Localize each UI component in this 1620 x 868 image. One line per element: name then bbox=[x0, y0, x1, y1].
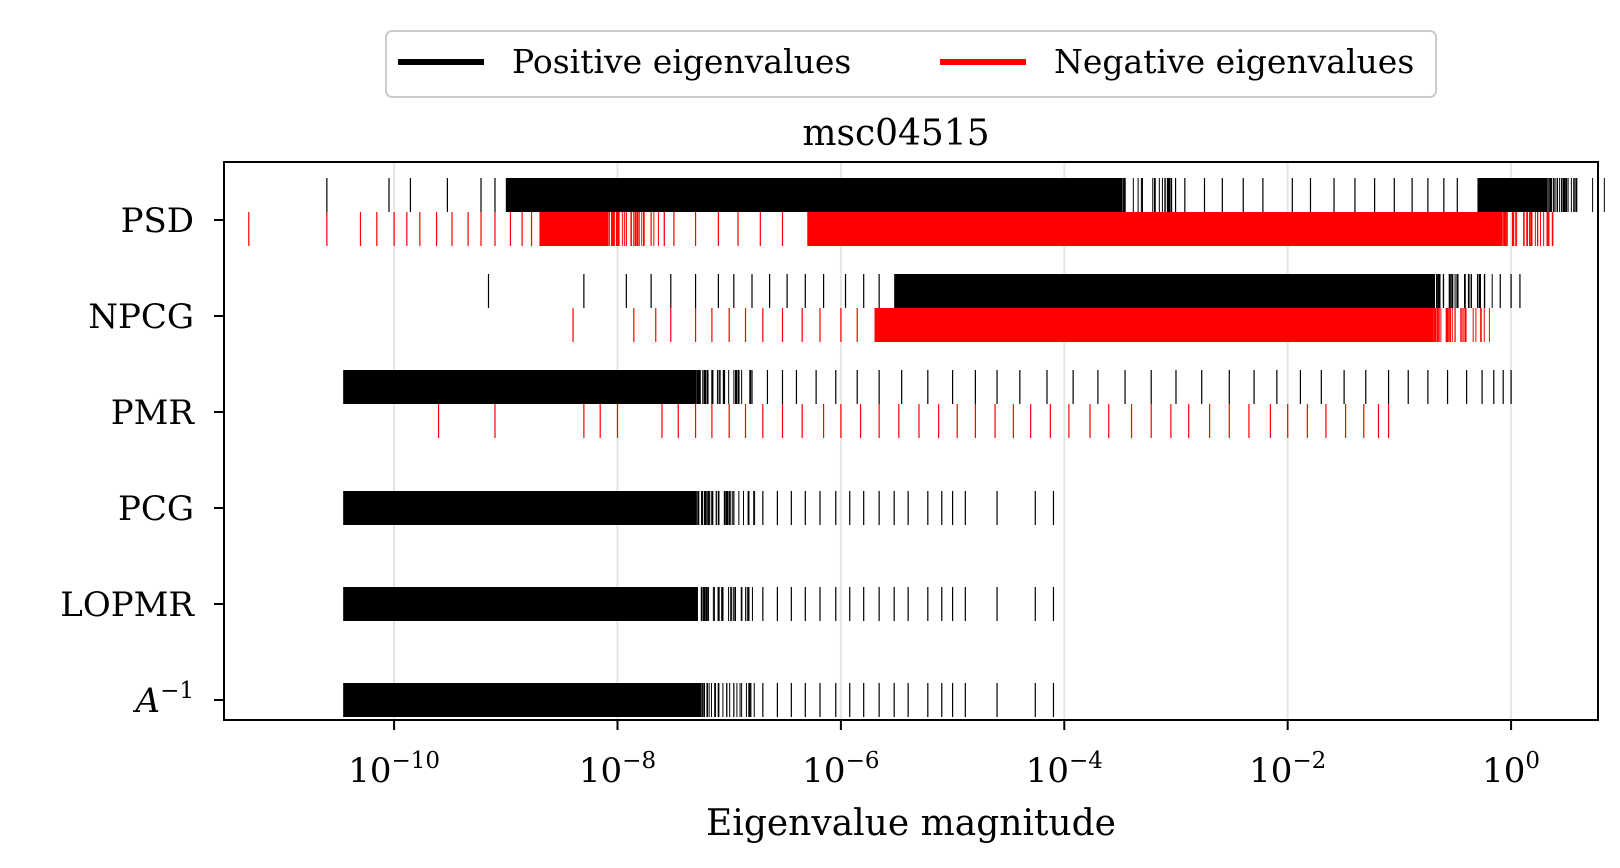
event-row-npcg-negative bbox=[572, 308, 1490, 342]
legend-label-positive: Positive eigenvalues bbox=[512, 42, 851, 81]
event-band-positive bbox=[1477, 178, 1545, 212]
legend: Positive eigenvalues Negative eigenvalue… bbox=[385, 30, 1437, 98]
event-row-pmr-negative bbox=[437, 404, 1390, 438]
event-band-negative bbox=[874, 308, 1434, 342]
event-band-positive bbox=[505, 178, 1118, 212]
x-tick-label: 10−4 bbox=[1026, 748, 1103, 791]
event-band-positive bbox=[343, 370, 696, 404]
x-tick-label: 100 bbox=[1482, 748, 1540, 791]
event-band-negative bbox=[539, 212, 607, 246]
x-axis-label: Eigenvalue magnitude bbox=[706, 803, 1116, 844]
event-row-psd-positive bbox=[326, 178, 1605, 212]
legend-label-negative: Negative eigenvalues bbox=[1054, 42, 1414, 81]
event-band-positive bbox=[343, 587, 696, 621]
legend-frame bbox=[385, 30, 1437, 98]
x-tick-label: 10−6 bbox=[802, 748, 879, 791]
marks-layer bbox=[248, 178, 1605, 717]
y-tick-label: LOPMR bbox=[60, 585, 195, 625]
x-tick-label: 10−8 bbox=[579, 748, 656, 791]
y-tick-label: PMR bbox=[111, 393, 196, 433]
x-tick-label: 10−10 bbox=[348, 748, 440, 791]
event-row-pcg-positive bbox=[343, 491, 1055, 525]
grid-layer bbox=[393, 162, 1513, 720]
event-row-npcg-positive bbox=[487, 274, 1521, 308]
chart-title: msc04515 bbox=[802, 113, 989, 154]
event-row-a-positive bbox=[343, 683, 1055, 717]
event-band-negative bbox=[807, 212, 1501, 246]
event-row-psd-negative bbox=[248, 212, 1554, 246]
x-ticks: 10−10 10−8 10−6 10−4 10−2 100 bbox=[348, 720, 1540, 791]
y-tick-label: PSD bbox=[121, 201, 194, 241]
y-ticks: PSD NPCG PMR PCG LOPMR A−1 bbox=[60, 201, 224, 721]
y-tick-label: PCG bbox=[118, 489, 194, 529]
event-band-positive bbox=[894, 274, 1434, 308]
event-row-lopmr-positive bbox=[343, 587, 1055, 621]
event-band-positive bbox=[343, 683, 696, 717]
plot-frame bbox=[223, 161, 1599, 721]
event-row-pmr-positive bbox=[343, 370, 1512, 404]
x-tick-label: 10−2 bbox=[1249, 748, 1326, 791]
y-tick-label: NPCG bbox=[88, 297, 194, 337]
event-band-positive bbox=[343, 491, 696, 525]
y-tick-label: A−1 bbox=[133, 678, 194, 721]
